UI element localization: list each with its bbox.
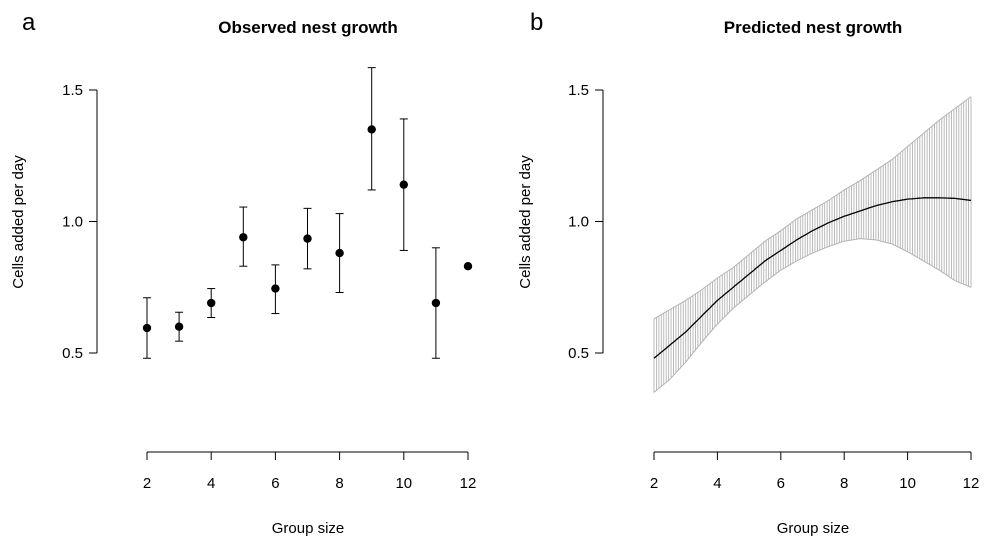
x-axis-label-b: Group size bbox=[777, 520, 850, 537]
band-lower-edge bbox=[653, 238, 972, 393]
x-tick-label-a: 6 bbox=[271, 475, 279, 492]
x-tick-label-b: 12 bbox=[963, 475, 980, 492]
data-point bbox=[399, 180, 408, 189]
x-tick-label-b: 2 bbox=[650, 475, 658, 492]
data-point bbox=[431, 298, 441, 308]
fitted-line bbox=[653, 197, 972, 359]
y-tick-label-b: 1.5 bbox=[568, 82, 589, 99]
x-axis-label-a: Group size bbox=[272, 520, 345, 537]
y-axis-label-a: Cells added per day bbox=[10, 155, 27, 289]
x-tick-label-b: 8 bbox=[840, 475, 848, 492]
data-point bbox=[239, 233, 248, 242]
panel-letter-b: b bbox=[530, 9, 543, 36]
data-point bbox=[463, 262, 473, 271]
data-point bbox=[367, 125, 376, 134]
x-tick-label-b: 4 bbox=[713, 475, 721, 492]
y-axis-label-b: Cells added per day bbox=[517, 155, 534, 289]
x-tick-label-b: 10 bbox=[899, 475, 916, 492]
y-tick-label-b: 0.5 bbox=[568, 345, 589, 362]
y-tick-label-b: 1.0 bbox=[568, 214, 589, 231]
x-tick-label-a: 12 bbox=[460, 475, 477, 492]
y-tick-label-a: 1.0 bbox=[62, 214, 83, 231]
band-upper-edge bbox=[653, 96, 972, 320]
x-tick-label-a: 10 bbox=[395, 475, 412, 492]
x-tick-label-a: 4 bbox=[207, 475, 215, 492]
chart-title-b: Predicted nest growth bbox=[724, 18, 903, 37]
data-point bbox=[142, 323, 152, 333]
panel-a-observed-nest-growth: a Observed nest growth Cells added per d… bbox=[10, 9, 476, 537]
panel-b-predicted-nest-growth: b Predicted nest growth Cells added per … bbox=[517, 9, 979, 537]
x-tick-label-a: 8 bbox=[335, 475, 343, 492]
data-point bbox=[335, 248, 344, 258]
x-tick-label-a: 2 bbox=[143, 475, 151, 492]
confidence-band bbox=[653, 96, 972, 393]
x-tick-label-b: 6 bbox=[777, 475, 785, 492]
y-tick-label-a: 1.5 bbox=[62, 82, 83, 99]
chart-title-a: Observed nest growth bbox=[218, 18, 397, 37]
y-tick-label-a: 0.5 bbox=[62, 345, 83, 362]
panel-letter-a: a bbox=[22, 9, 36, 36]
data-point bbox=[174, 322, 184, 331]
data-point bbox=[271, 284, 280, 293]
data-point bbox=[303, 234, 312, 243]
data-point bbox=[207, 298, 216, 308]
